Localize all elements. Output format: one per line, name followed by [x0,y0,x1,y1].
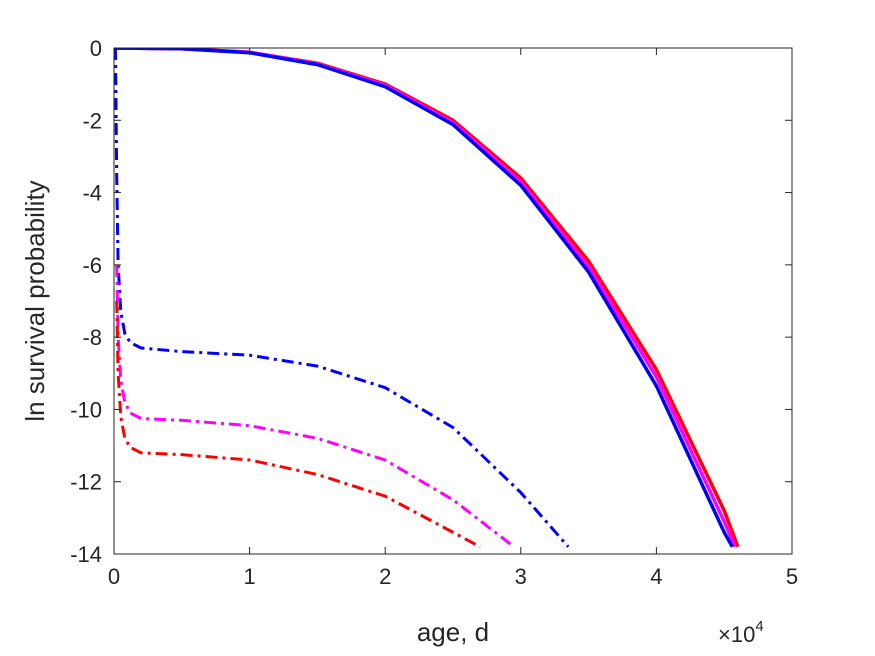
x-tick-label: 1 [243,564,255,589]
y-tick-label: -2 [82,108,102,133]
x-tick-label: 4 [650,564,662,589]
x-exponent-label: ×104 [718,618,764,647]
y-tick-label: -10 [70,397,102,422]
x-exponent-base: ×10 [718,622,755,647]
plot-background [114,48,792,554]
y-tick-label: -4 [82,181,102,206]
series-line-5 [115,264,515,548]
series-line-3 [114,48,734,548]
x-tick-label: 3 [515,564,527,589]
x-exponent-power: 4 [755,618,763,635]
plot-frame [113,47,793,555]
x-tick-label: 5 [786,564,798,589]
x-tick-label: 0 [108,564,120,589]
series-layer [114,48,740,549]
y-axis-title: ln survival probability [20,180,50,421]
ticks-layer: 0 1 2 3 4 5 0 -2 -4 -6 -8 -10 -12 -14 [70,36,798,589]
series-line-4 [114,48,570,548]
y-tick-label: -12 [70,470,102,495]
y-tick-label: -6 [82,253,102,278]
y-tick-label: -8 [82,325,102,350]
y-tick-label: -14 [70,542,102,567]
x-axis-title: age, d [417,617,489,647]
y-tick-label: 0 [90,36,102,61]
x-tick-label: 2 [379,564,391,589]
